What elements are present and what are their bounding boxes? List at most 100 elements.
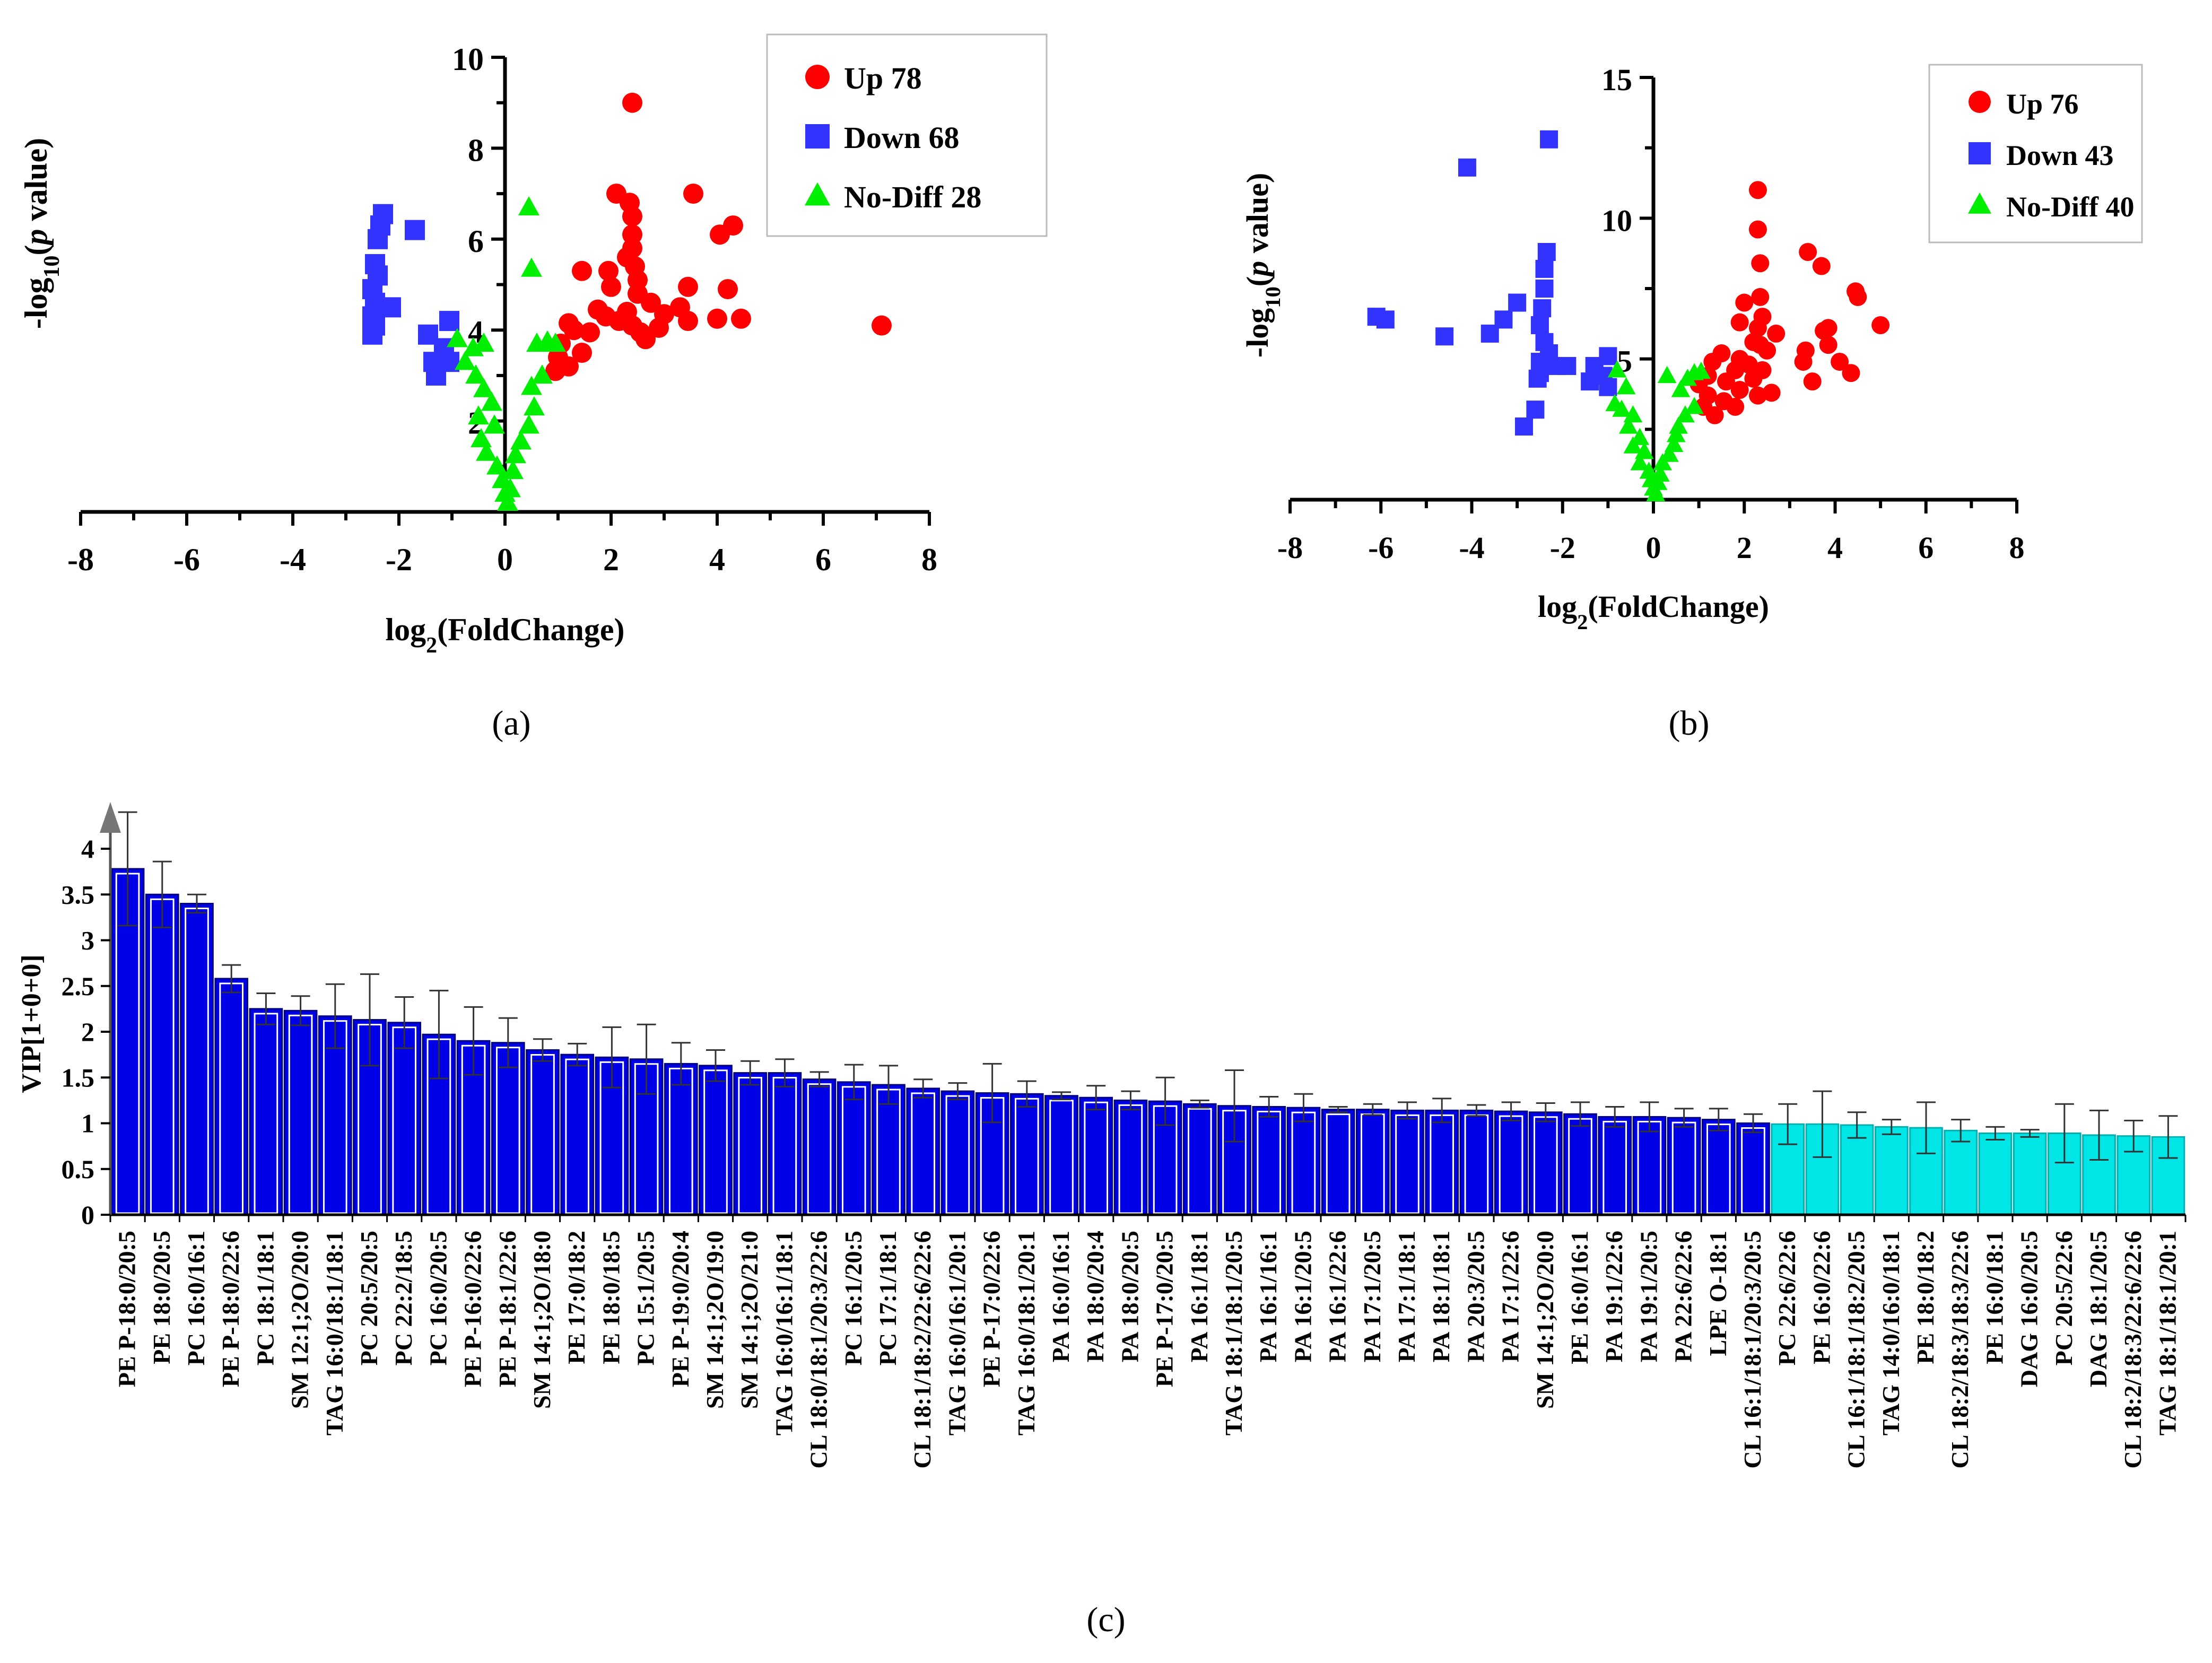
- vip-category-label: PE P-19:0/20:4: [667, 1231, 694, 1387]
- vip-category-label: CL 18:2/18:3/22:6/22:6: [2119, 1231, 2146, 1468]
- up-point: [1762, 384, 1781, 402]
- legend-marker-circle-icon: [1969, 91, 1991, 113]
- vip-category-label: PC 16:1/20:5: [840, 1231, 867, 1365]
- nodiff-point: [1664, 434, 1684, 452]
- down-point: [362, 324, 382, 345]
- up-point: [1744, 369, 1763, 388]
- vip-category-label: TAG 16:0/16:1/20:1: [943, 1231, 970, 1435]
- up-point: [1703, 352, 1722, 371]
- up-point: [1748, 220, 1767, 239]
- vip-category-label: TAG 16:0/18:1/20:1: [1013, 1231, 1040, 1435]
- legend-marker-triangle-icon: [1967, 192, 1992, 214]
- vip-category-label: SM 14:1;2O/21:0: [736, 1231, 763, 1409]
- vip-category-label: PC 17:1/18:1: [874, 1231, 901, 1365]
- volcano-b-axes: [1288, 76, 2018, 513]
- nodiff-point: [518, 196, 539, 216]
- vip-category-label: PA 16:1/22:6: [1324, 1231, 1351, 1362]
- vip-category-label: PA 16:1/20:5: [1289, 1231, 1316, 1362]
- up-point: [1819, 336, 1837, 354]
- y-tick-label: 4: [81, 834, 94, 864]
- up-point: [1748, 181, 1767, 199]
- vip-bar-inner-outline: [1326, 1113, 1351, 1214]
- x-tick-label: 8: [921, 542, 937, 577]
- up-point: [1842, 364, 1860, 382]
- vip-category-label: PC 20:5/22:6: [2050, 1231, 2077, 1365]
- up-point: [1799, 243, 1817, 262]
- nodiff-point: [510, 430, 532, 450]
- vip-category-label: TAG 18:1/18:1/20:1: [2154, 1231, 2181, 1435]
- vip-category-label: PE 18:0/20:5: [148, 1231, 175, 1364]
- down-point: [1599, 378, 1617, 396]
- nodiff-point: [497, 491, 518, 511]
- up-point: [678, 311, 698, 332]
- x-tick-label: 8: [2009, 530, 2025, 565]
- y-tick-label: 1: [81, 1109, 94, 1138]
- x-tick-label: -6: [1368, 530, 1394, 565]
- nodiff-point: [500, 478, 521, 498]
- up-point: [1819, 319, 1837, 337]
- volcano-b-xlabel: log2(FoldChange): [1538, 589, 1769, 634]
- vip-category-label: PC 20:5/20:5: [355, 1231, 382, 1365]
- y-tick-label: 0.5: [62, 1154, 95, 1184]
- volcano-b-legend: Up 76 Down 43 No-Diff 40: [1928, 64, 2143, 243]
- x-tick-label: -6: [173, 542, 200, 577]
- legend-marker-square-icon: [805, 124, 830, 149]
- nodiff-point: [1639, 462, 1659, 479]
- vip-category-label: PC 16:0/20:5: [424, 1231, 451, 1365]
- vip-category-label: CL 18:1/18:2/22:6/22:6: [909, 1231, 936, 1468]
- up-point: [1748, 319, 1767, 337]
- legend-label: Up 76: [2006, 88, 2079, 120]
- nodiff-point: [1623, 436, 1643, 454]
- nodiff-point: [505, 443, 526, 464]
- volcano-a-xlabel: log2(FoldChange): [385, 612, 624, 658]
- vip-category-label: PC 16:0/16:1: [182, 1231, 210, 1365]
- vip-ylabel: VIP[1+0+0]: [16, 954, 47, 1093]
- up-point: [1751, 288, 1770, 306]
- vip-category-label: PA 17:1/22:6: [1497, 1231, 1524, 1362]
- nodiff-point: [521, 376, 542, 395]
- volcano-a-legend: Up 78 Down 68 No-Diff 28: [766, 33, 1048, 237]
- vip-category-label: PA 22:6/22:6: [1670, 1231, 1697, 1362]
- panel-label-b: (b): [1669, 704, 1710, 743]
- x-tick-label: 0: [497, 542, 513, 577]
- x-tick-label: 4: [709, 542, 725, 577]
- vip-category-label: PA 19:1/20:5: [1635, 1231, 1662, 1362]
- y-tick-label: 2: [81, 1017, 94, 1047]
- x-tick-label: -8: [67, 542, 94, 577]
- vip-category-label: PE 17:0/18:2: [563, 1231, 590, 1364]
- x-tick-label: -8: [1277, 530, 1303, 565]
- vip-bar: [1874, 1126, 1909, 1216]
- up-point: [1730, 313, 1749, 332]
- panel-label-a: (a): [492, 704, 530, 743]
- vip-category-label: DAG 18:1/20:5: [2085, 1231, 2112, 1387]
- nodiff-point: [1660, 445, 1679, 462]
- vip-category-label: LPE O-18:1: [1704, 1231, 1731, 1356]
- vip-category-label: PA 16:0/16:1: [1047, 1231, 1074, 1362]
- vip-category-label: PE 16:0/22:6: [1808, 1231, 1835, 1364]
- nodiff-point: [1619, 416, 1638, 434]
- x-tick-label: 6: [1918, 530, 1934, 565]
- down-point: [1540, 130, 1558, 149]
- y-tick-label: 15: [1601, 63, 1632, 97]
- vip-category-label: PA 17:1/18:1: [1393, 1231, 1420, 1362]
- down-point: [1581, 372, 1599, 391]
- up-point: [1849, 288, 1867, 306]
- up-point: [1705, 406, 1724, 424]
- up-point: [678, 276, 698, 297]
- x-tick-label: 6: [815, 542, 831, 577]
- y-tick-label: 8: [468, 133, 484, 168]
- nodiff-point: [524, 396, 545, 416]
- down-point: [1535, 280, 1554, 298]
- vip-category-label: CL 18:2/18:3/18:3/22:6: [1946, 1231, 1973, 1468]
- legend-box: [1928, 64, 2143, 243]
- legend-label: No-Diff 28: [844, 180, 981, 214]
- up-point: [683, 184, 703, 204]
- vip-category-label: PE 16:0/18:1: [1981, 1231, 2008, 1364]
- volcano-b-ylabel: -log10(p value): [1240, 173, 1285, 358]
- nodiff-point: [1646, 484, 1666, 501]
- up-point: [1748, 386, 1767, 405]
- down-point: [1514, 417, 1533, 436]
- vip-category-label: SM 14:1;2O/18:0: [528, 1231, 555, 1409]
